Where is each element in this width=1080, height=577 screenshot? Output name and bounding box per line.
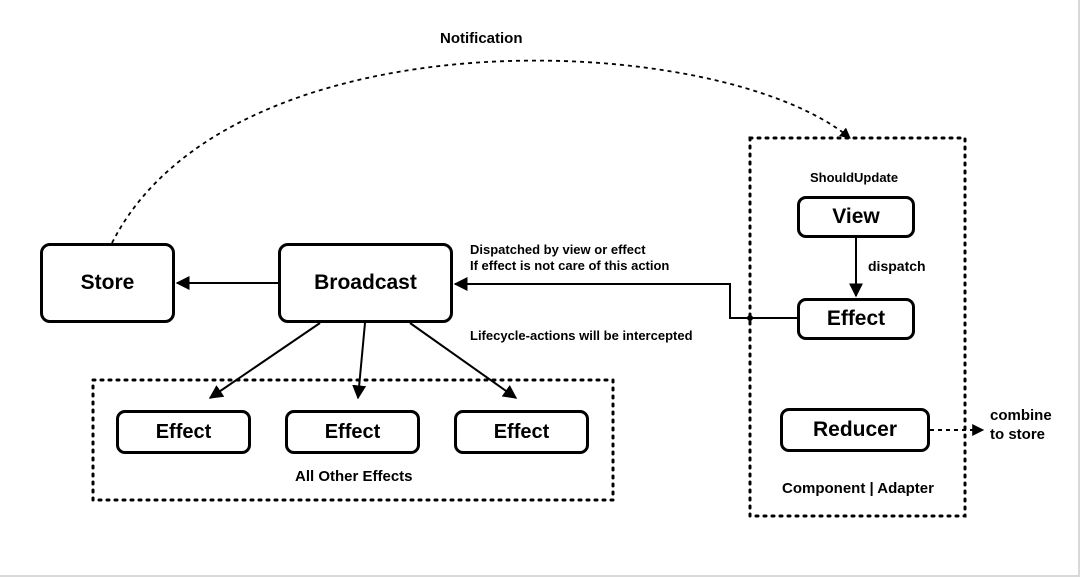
node-store: Store [40,243,175,323]
label-should-update: ShouldUpdate [810,170,898,185]
label-notification: Notification [440,30,523,47]
node-view: View [797,196,915,238]
node-effect-3-label: Effect [494,421,550,444]
node-broadcast: Broadcast [278,243,453,323]
node-store-label: Store [81,271,135,295]
label-component-adapter: Component | Adapter [782,480,934,497]
node-effect-1-label: Effect [156,421,212,444]
node-component-effect: Effect [797,298,915,340]
node-view-label: View [832,205,879,229]
node-component-effect-label: Effect [827,307,885,331]
node-effect-1: Effect [116,410,251,454]
label-combine-to-store: combineto store [990,407,1052,445]
node-reducer: Reducer [780,408,930,452]
node-effect-2-label: Effect [325,421,381,444]
node-broadcast-label: Broadcast [314,271,417,295]
label-dispatched-text: Dispatched by view or effectIf effect is… [470,242,669,275]
node-effect-2: Effect [285,410,420,454]
node-effect-3: Effect [454,410,589,454]
label-lifecycle: Lifecycle-actions will be intercepted [470,328,693,343]
node-reducer-label: Reducer [813,418,897,442]
label-all-other-effects: All Other Effects [295,468,413,485]
label-dispatch: dispatch [868,258,926,274]
